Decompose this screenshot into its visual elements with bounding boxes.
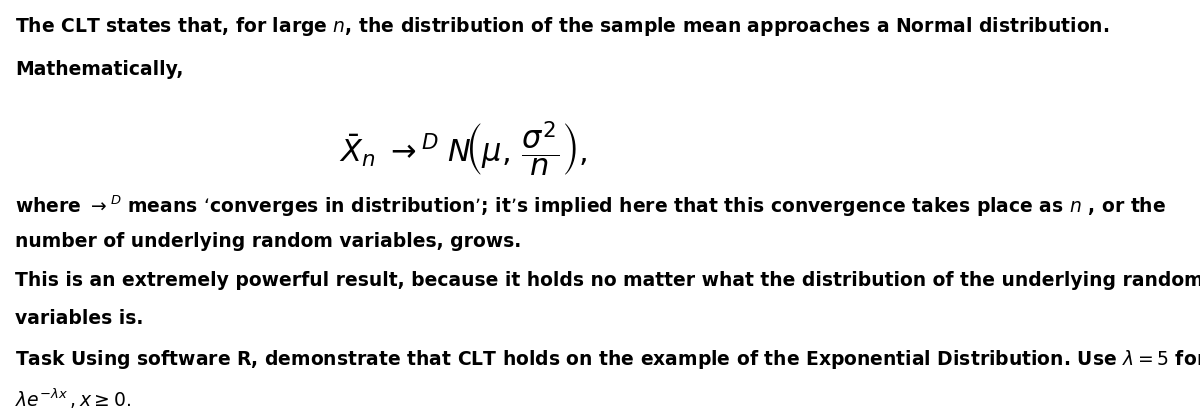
Text: Mathematically,: Mathematically, bbox=[16, 60, 184, 80]
Text: $\lambda e^{-\lambda x}\,,x \geq 0.$: $\lambda e^{-\lambda x}\,,x \geq 0.$ bbox=[16, 387, 131, 411]
Text: number of underlying random variables, grows.: number of underlying random variables, g… bbox=[16, 232, 522, 251]
Text: The CLT states that, for large $n$, the distribution of the sample mean approach: The CLT states that, for large $n$, the … bbox=[16, 15, 1110, 37]
Text: variables is.: variables is. bbox=[16, 309, 144, 328]
Text: $\bar{X}_n \;\rightarrow^{D}\; N\!\left(\mu,\,\dfrac{\sigma^2}{n}\right),$: $\bar{X}_n \;\rightarrow^{D}\; N\!\left(… bbox=[340, 120, 587, 179]
Text: This is an extremely powerful result, because it holds no matter what the distri: This is an extremely powerful result, be… bbox=[16, 271, 1200, 290]
Text: where $\rightarrow^{D}$ means ‘converges in distribution’; it’s implied here tha: where $\rightarrow^{D}$ means ‘converges… bbox=[16, 194, 1166, 219]
Text: Task Using software R, demonstrate that CLT holds on the example of the Exponent: Task Using software R, demonstrate that … bbox=[16, 348, 1200, 371]
